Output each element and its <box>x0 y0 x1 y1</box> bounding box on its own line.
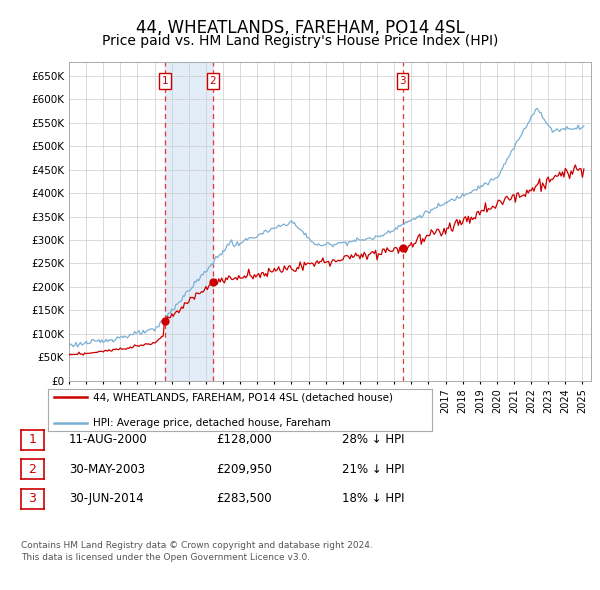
Text: 30-JUN-2014: 30-JUN-2014 <box>69 492 143 505</box>
Text: 30-MAY-2003: 30-MAY-2003 <box>69 463 145 476</box>
Text: 11-AUG-2000: 11-AUG-2000 <box>69 433 148 446</box>
Text: 1: 1 <box>28 433 37 446</box>
Text: £209,950: £209,950 <box>216 463 272 476</box>
Text: 18% ↓ HPI: 18% ↓ HPI <box>342 492 404 505</box>
Text: Price paid vs. HM Land Registry's House Price Index (HPI): Price paid vs. HM Land Registry's House … <box>102 34 498 48</box>
Bar <box>165 62 213 381</box>
Text: 3: 3 <box>399 76 406 86</box>
Text: 44, WHEATLANDS, FAREHAM, PO14 4SL: 44, WHEATLANDS, FAREHAM, PO14 4SL <box>136 19 464 37</box>
Text: £283,500: £283,500 <box>216 492 272 505</box>
Text: 1: 1 <box>162 76 169 86</box>
Text: 3: 3 <box>28 492 37 505</box>
Text: Contains HM Land Registry data © Crown copyright and database right 2024.: Contains HM Land Registry data © Crown c… <box>21 541 373 550</box>
Text: 2: 2 <box>28 463 37 476</box>
Text: 21% ↓ HPI: 21% ↓ HPI <box>342 463 404 476</box>
Text: HPI: Average price, detached house, Fareham: HPI: Average price, detached house, Fare… <box>93 418 331 428</box>
Text: £128,000: £128,000 <box>216 433 272 446</box>
Text: 28% ↓ HPI: 28% ↓ HPI <box>342 433 404 446</box>
Text: 44, WHEATLANDS, FAREHAM, PO14 4SL (detached house): 44, WHEATLANDS, FAREHAM, PO14 4SL (detac… <box>93 392 393 402</box>
Text: This data is licensed under the Open Government Licence v3.0.: This data is licensed under the Open Gov… <box>21 553 310 562</box>
Text: 2: 2 <box>209 76 216 86</box>
